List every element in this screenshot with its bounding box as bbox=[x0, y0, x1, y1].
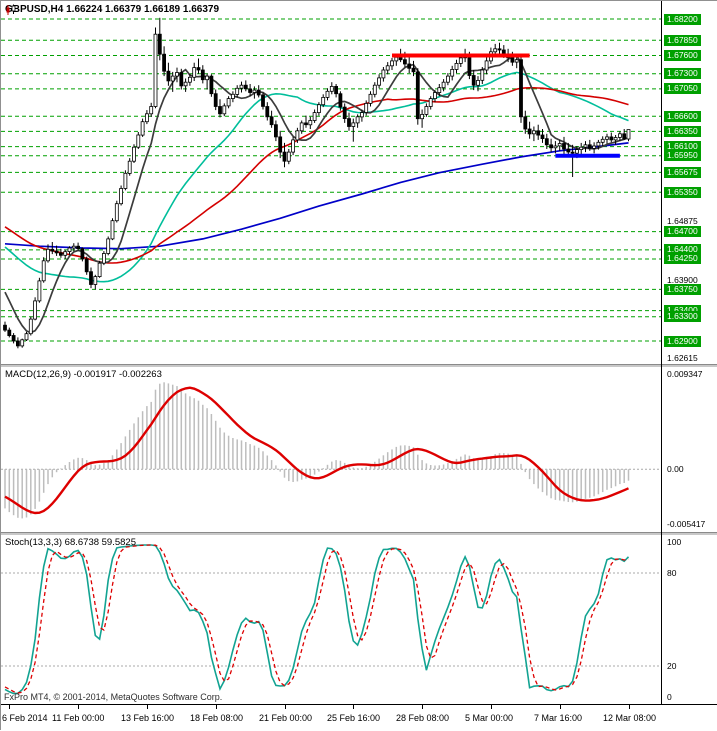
price-axis-label: 1.62615 bbox=[664, 353, 701, 364]
price-axis-label: 1.64875 bbox=[664, 216, 701, 227]
macd-plot[interactable] bbox=[1, 367, 661, 532]
stochastic-title: Stoch(13,3,3) 68.6738 59.5825 bbox=[5, 537, 136, 548]
price-level-label: 1.65350 bbox=[664, 187, 701, 198]
date-tick bbox=[216, 705, 217, 709]
date-label: 12 Mar 08:00 bbox=[603, 713, 656, 723]
date-label: 13 Feb 16:00 bbox=[121, 713, 174, 723]
stoch-axis-label: 20 bbox=[664, 661, 679, 672]
price-level-label: 1.66350 bbox=[664, 126, 701, 137]
price-level-label: 1.62900 bbox=[664, 336, 701, 347]
stochastic-axis[interactable] bbox=[662, 535, 717, 704]
date-label: 5 Mar 00:00 bbox=[465, 713, 513, 723]
macd-axis-label: -0.005417 bbox=[664, 519, 708, 530]
date-tick bbox=[353, 705, 354, 709]
date-tick bbox=[285, 705, 286, 709]
macd-axis-label: 0.00 bbox=[664, 464, 687, 475]
macd-panel: MACD(12,26,9) -0.001917 -0.002263 0.0093… bbox=[1, 367, 717, 532]
date-label: 21 Feb 00:00 bbox=[259, 713, 312, 723]
price-chart-plot[interactable] bbox=[1, 1, 661, 364]
date-label: 18 Feb 08:00 bbox=[190, 713, 243, 723]
date-label: 25 Feb 16:00 bbox=[327, 713, 380, 723]
price-level-label: 1.67600 bbox=[664, 50, 701, 61]
price-level-label: 1.68200 bbox=[664, 14, 701, 25]
date-tick bbox=[147, 705, 148, 709]
chart-title: GBPUSD,H4 1.66224 1.66379 1.66189 1.6637… bbox=[5, 4, 219, 15]
candlestick-chart-icon bbox=[5, 4, 17, 16]
price-axis-label: 1.63900 bbox=[664, 275, 701, 286]
date-axis[interactable]: 6 Feb 2014 11 Feb 00:00 13 Feb 16:00 18 Feb… bbox=[1, 705, 717, 731]
price-level-label: 1.63300 bbox=[664, 311, 701, 322]
date-tick bbox=[491, 705, 492, 709]
date-label: 28 Feb 08:00 bbox=[396, 713, 449, 723]
main-chart-panel: GBPUSD,H4 1.66224 1.66379 1.66189 1.6637… bbox=[1, 1, 717, 364]
date-tick bbox=[9, 705, 10, 709]
date-tick bbox=[629, 705, 630, 709]
copyright-text: FxPro MT4, © 2001-2014, MetaQuotes Softw… bbox=[4, 692, 222, 702]
price-level-label: 1.67850 bbox=[664, 35, 701, 46]
stochastic-panel: Stoch(13,3,3) 68.6738 59.5825 FxPro MT4,… bbox=[1, 535, 717, 704]
date-tick bbox=[78, 705, 79, 709]
date-label: 6 Feb 2014 bbox=[2, 713, 48, 723]
price-level-label: 1.67300 bbox=[664, 68, 701, 79]
price-level-label: 1.67050 bbox=[664, 83, 701, 94]
stoch-axis-label: 100 bbox=[664, 537, 684, 548]
price-level-label: 1.65675 bbox=[664, 167, 701, 178]
chart-title-text: GBPUSD,H4 1.66224 1.66379 1.66189 1.6637… bbox=[5, 4, 219, 15]
price-level-label: 1.66600 bbox=[664, 111, 701, 122]
price-level-label: 1.65950 bbox=[664, 150, 701, 161]
stochastic-plot[interactable] bbox=[1, 535, 661, 704]
macd-axis[interactable] bbox=[662, 367, 717, 532]
stoch-axis-label: 0 bbox=[664, 692, 675, 703]
price-level-label: 1.64250 bbox=[664, 253, 701, 264]
macd-axis-label: 0.009347 bbox=[664, 369, 705, 380]
date-label: 11 Feb 00:00 bbox=[52, 713, 104, 723]
date-tick bbox=[422, 705, 423, 709]
axis-separator-line bbox=[661, 1, 662, 705]
stoch-axis-label: 80 bbox=[664, 568, 679, 579]
date-tick bbox=[560, 705, 561, 709]
macd-title: MACD(12,26,9) -0.001917 -0.002263 bbox=[5, 369, 162, 380]
price-level-label: 1.64700 bbox=[664, 226, 701, 237]
date-label: 7 Mar 16:00 bbox=[534, 713, 582, 723]
